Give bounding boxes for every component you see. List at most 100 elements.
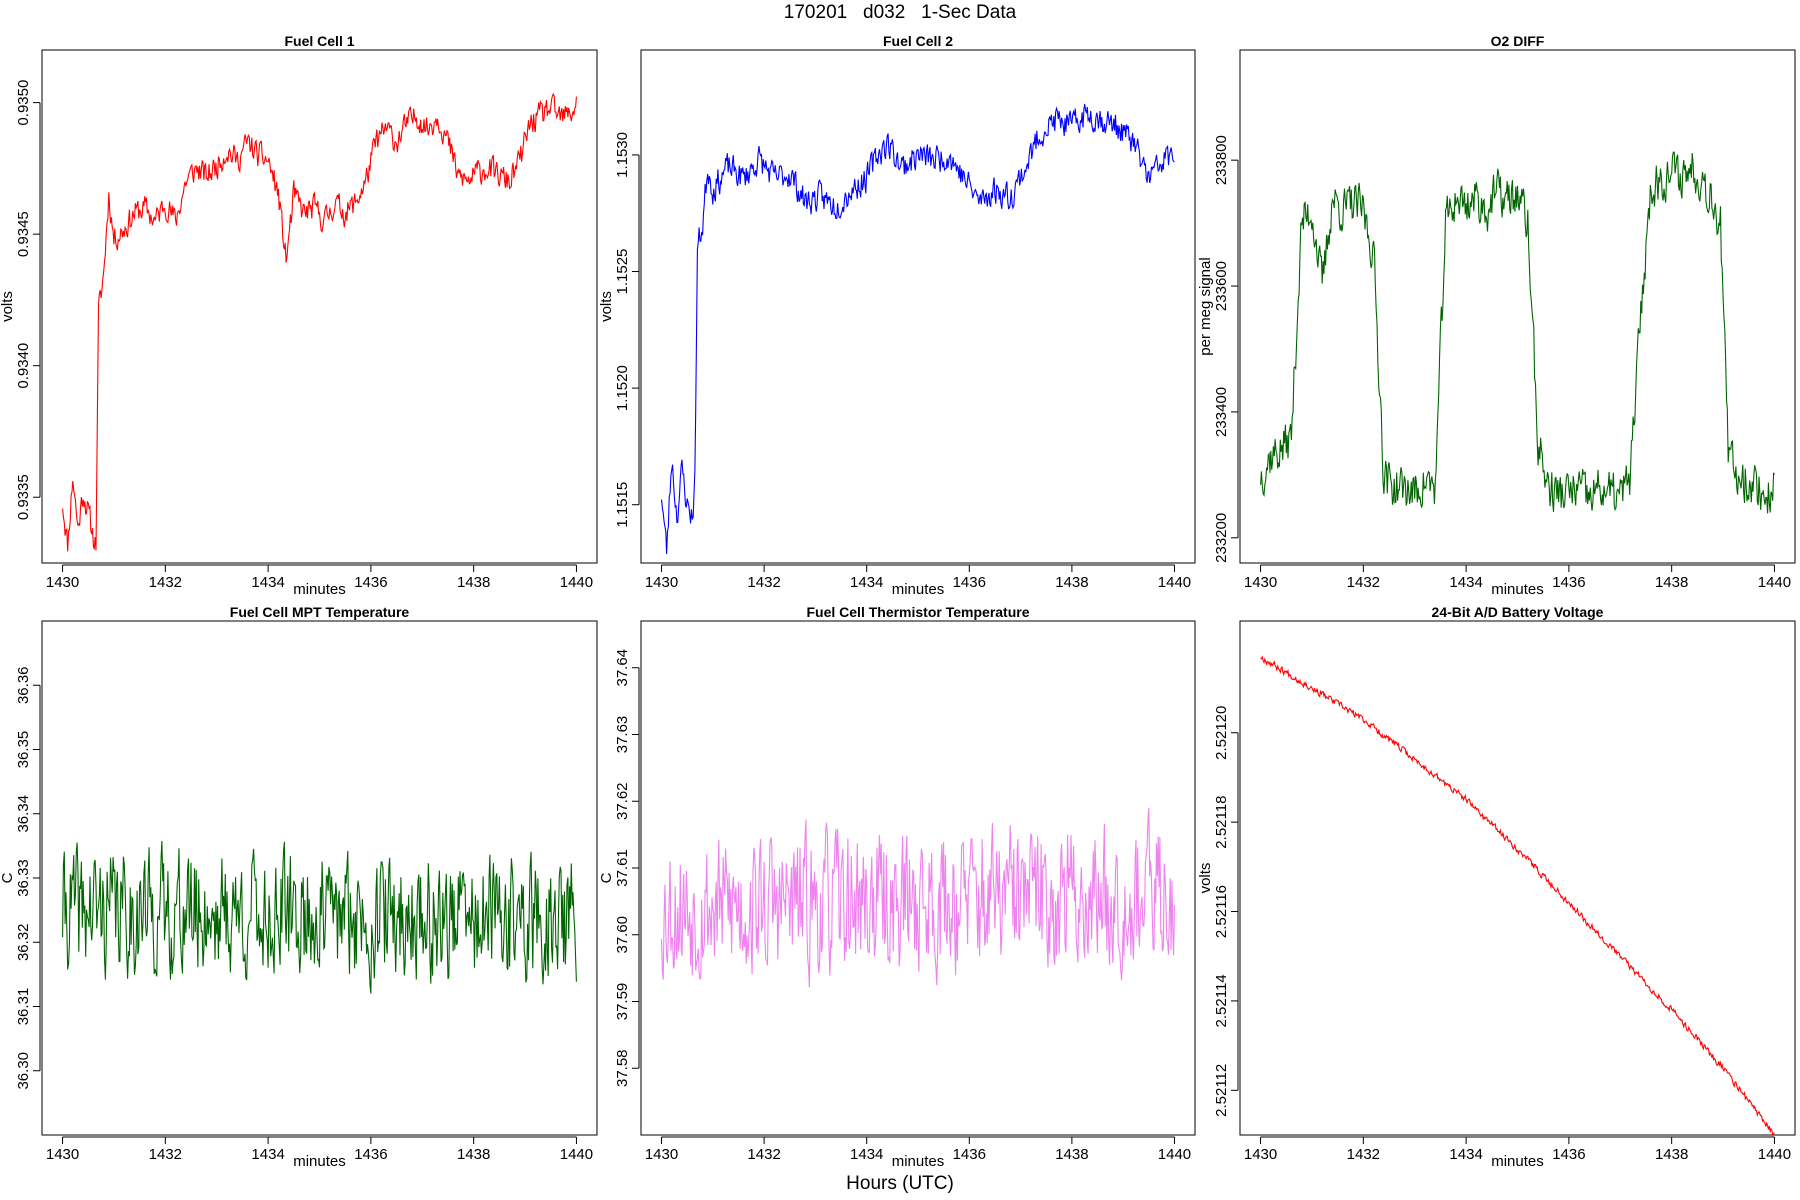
y-tick-label: 37.63 <box>614 716 631 754</box>
x-tick-label: 1438 <box>457 1146 490 1163</box>
x-tick-label: 1430 <box>46 1146 79 1163</box>
y-tick-label: 36.31 <box>15 988 32 1026</box>
x-tick-label: 1434 <box>850 1146 883 1163</box>
x-tick-label: 1438 <box>1055 574 1088 591</box>
x-tick-label: 1440 <box>560 1146 593 1163</box>
x-tick-label: 1436 <box>354 1146 387 1163</box>
x-axis-label: minutes <box>1491 581 1544 598</box>
y-tick-label: 0.9335 <box>15 474 32 520</box>
y-tick-label: 0.9350 <box>15 80 32 126</box>
y-tick-label: 36.35 <box>15 731 32 769</box>
y-axis-label: per meg signal <box>1197 257 1214 355</box>
panel-title: Fuel Cell MPT Temperature <box>230 604 410 620</box>
x-tick-label: 1436 <box>953 1146 986 1163</box>
y-tick-label: 37.62 <box>614 782 631 820</box>
x-tick-label: 1432 <box>149 574 182 591</box>
chart-panel: Fuel Cell 2 1430 1432 1434 1436 1438 1440 minut… <box>598 33 1196 598</box>
y-tick-label: 1.1520 <box>614 365 631 411</box>
y-tick-label: 37.64 <box>614 649 631 687</box>
series-line <box>62 840 577 994</box>
plot-frame <box>1239 620 1796 1136</box>
y-tick-label: 36.30 <box>15 1052 32 1090</box>
y-tick-label: 37.60 <box>614 916 631 954</box>
y-tick-label: 36.34 <box>15 795 32 833</box>
y-tick-label: 2.52116 <box>1213 885 1230 938</box>
x-tick-label: 1430 <box>1244 574 1277 591</box>
y-tick-label: 0.9345 <box>15 211 32 257</box>
x-axis-label: minutes <box>293 1153 346 1170</box>
y-tick-label: 2.52118 <box>1213 796 1230 849</box>
x-tick-label: 1430 <box>46 574 79 591</box>
x-tick-label: 1432 <box>747 574 780 591</box>
y-tick-label: 1.1530 <box>614 132 631 178</box>
chart-panel: Fuel Cell 1 1430 1432 1434 1436 1438 1440 minut… <box>0 33 598 598</box>
y-tick-label: 36.32 <box>15 923 32 961</box>
series-line <box>62 92 577 552</box>
y-tick-label: 37.59 <box>614 983 631 1021</box>
chart-panel: Fuel Cell MPT Temperature 1430 1432 1434 143… <box>0 604 598 1170</box>
plot-frame <box>640 620 1196 1136</box>
x-axis-label: minutes <box>293 581 346 598</box>
y-tick-label: 2.52120 <box>1213 706 1230 760</box>
x-tick-label: 1438 <box>457 574 490 591</box>
y-tick-label: 233600 <box>1213 261 1230 311</box>
x-axis-label: minutes <box>892 1153 945 1170</box>
x-tick-label: 1430 <box>1244 1146 1277 1163</box>
y-axis-label: volts <box>598 291 615 322</box>
y-tick-label: 2.52114 <box>1213 974 1230 1027</box>
x-tick-label: 1440 <box>1158 1146 1191 1163</box>
y-axis-label: volts <box>1197 863 1214 894</box>
x-tick-label: 1438 <box>1055 1146 1088 1163</box>
x-tick-label: 1440 <box>560 574 593 591</box>
chart-panel: 24-Bit A/D Battery Voltage 1430 1432 1434 14… <box>1197 604 1796 1170</box>
x-axis-label: minutes <box>892 581 945 598</box>
y-tick-label: 2.52112 <box>1213 1064 1230 1117</box>
x-tick-label: 1436 <box>1552 574 1585 591</box>
x-tick-label: 1434 <box>850 574 883 591</box>
x-axis-label: minutes <box>1491 1153 1544 1170</box>
x-tick-label: 1438 <box>1655 574 1688 591</box>
x-tick-label: 1432 <box>1347 1146 1380 1163</box>
y-axis-label: volts <box>0 291 16 322</box>
y-tick-label: 36.33 <box>15 859 32 897</box>
y-axis-label: C <box>598 872 615 883</box>
x-tick-label: 1438 <box>1655 1146 1688 1163</box>
series-line <box>660 807 1176 988</box>
y-tick-label: 233200 <box>1213 513 1230 563</box>
y-tick-label: 37.61 <box>614 849 631 887</box>
x-tick-label: 1432 <box>1347 574 1380 591</box>
y-tick-label: 233800 <box>1213 135 1230 185</box>
x-tick-label: 1436 <box>953 574 986 591</box>
x-tick-label: 1434 <box>251 1146 284 1163</box>
page-title: 170201 d032 1-Sec Data <box>783 2 1017 23</box>
x-tick-label: 1434 <box>251 574 284 591</box>
series-line <box>660 103 1175 555</box>
plot-frame <box>640 49 1196 564</box>
chart-panel: Fuel Cell Thermistor Temperature 1430 1432… <box>598 604 1196 1170</box>
plot-frame <box>41 620 598 1136</box>
y-axis-label: C <box>0 872 16 883</box>
y-tick-label: 0.9340 <box>15 343 32 389</box>
x-tick-label: 1440 <box>1158 574 1191 591</box>
x-tick-label: 1436 <box>1552 1146 1585 1163</box>
x-tick-label: 1434 <box>1449 574 1482 591</box>
y-tick-label: 37.58 <box>614 1049 631 1087</box>
panel-title: Fuel Cell Thermistor Temperature <box>806 604 1029 620</box>
y-tick-label: 1.1525 <box>614 249 631 295</box>
panel-title: O2 DIFF <box>1491 33 1545 49</box>
x-tick-label: 1434 <box>1449 1146 1482 1163</box>
x-tick-label: 1440 <box>1758 574 1791 591</box>
chart-panel: O2 DIFF 1430 1432 1434 1436 1438 1440 minutes 23… <box>1197 33 1796 598</box>
x-tick-label: 1432 <box>747 1146 780 1163</box>
plot-frame <box>41 49 598 564</box>
panel-title: 24-Bit A/D Battery Voltage <box>1432 604 1604 620</box>
x-tick-label: 1430 <box>645 1146 678 1163</box>
x-tick-label: 1432 <box>149 1146 182 1163</box>
series-line <box>1260 655 1775 1137</box>
x-tick-label: 1430 <box>645 574 678 591</box>
panel-title: Fuel Cell 2 <box>883 33 953 49</box>
x-tick-label: 1440 <box>1758 1146 1791 1163</box>
y-tick-label: 1.1515 <box>614 482 631 528</box>
panel-title: Fuel Cell 1 <box>284 33 354 49</box>
